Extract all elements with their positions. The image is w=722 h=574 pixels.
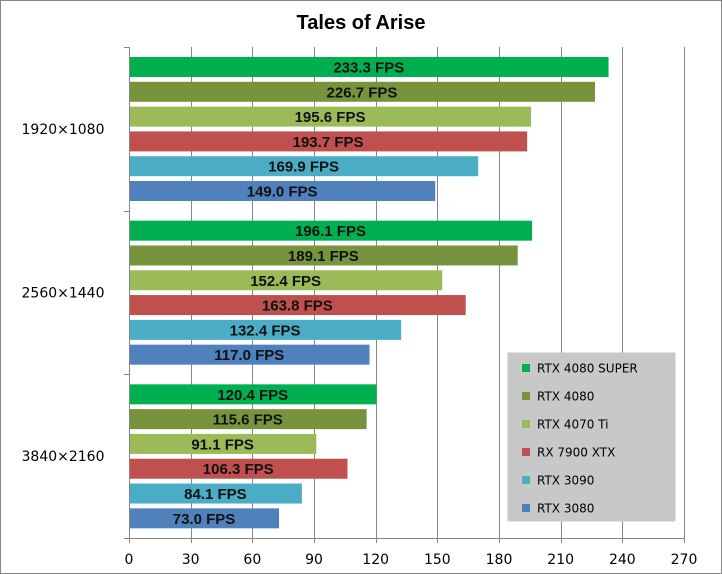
x-tick-label: 270 <box>671 552 698 568</box>
bar-data-label: 226.7 FPS <box>327 84 398 101</box>
bar-data-label: 120.4 FPS <box>217 387 288 404</box>
bar <box>130 319 402 340</box>
bar <box>130 220 533 241</box>
bar-data-label: 84.1 FPS <box>184 486 247 503</box>
bar-data-label: 149.0 FPS <box>247 184 318 201</box>
bar-data-label: 132.4 FPS <box>230 322 301 339</box>
x-tick-label: 30 <box>182 552 200 568</box>
x-tick-label: 60 <box>243 552 261 568</box>
bar-data-label: 169.9 FPS <box>268 159 339 176</box>
bar <box>130 106 532 127</box>
bar-data-label: 233.3 FPS <box>333 60 404 77</box>
bar <box>130 156 479 177</box>
category-label: 1920×1080 <box>22 122 105 138</box>
legend-box <box>507 352 676 522</box>
bar <box>130 245 518 266</box>
legend-entry: RTX 3090 <box>537 474 594 488</box>
legend-swatch <box>522 364 530 372</box>
legend-swatch <box>522 420 530 428</box>
legend-swatch <box>522 448 530 456</box>
legend-swatch <box>522 392 530 400</box>
bar <box>130 483 302 504</box>
bar <box>130 409 367 430</box>
legend-entry: RTX 4070 Ti <box>537 418 608 432</box>
category-label: 3840×2160 <box>22 449 105 465</box>
x-tick-label: 120 <box>362 552 389 568</box>
bar <box>130 270 443 291</box>
x-tick-label: 210 <box>547 552 574 568</box>
category-label: 2560×1440 <box>22 286 105 302</box>
chart-title: Tales of Arise <box>296 12 426 34</box>
bar <box>130 181 436 201</box>
bar <box>130 433 317 454</box>
legend-entry: RTX 3080 <box>537 502 594 516</box>
legend-entry: RTX 4080 SUPER <box>537 362 638 376</box>
bar <box>130 295 466 316</box>
bar <box>130 384 377 405</box>
bar-data-label: 163.8 FPS <box>262 298 333 315</box>
bar-data-label: 152.4 FPS <box>250 273 321 290</box>
bar-data-label: 106.3 FPS <box>203 461 274 478</box>
x-tick-label: 0 <box>125 552 134 568</box>
legend-swatch <box>522 476 530 484</box>
bar <box>130 131 528 152</box>
bar-data-label: 73.0 FPS <box>173 511 236 528</box>
bar-data-label: 117.0 FPS <box>214 347 284 364</box>
bar <box>130 344 370 365</box>
x-tick-label: 240 <box>609 552 636 568</box>
x-tick-label: 90 <box>305 552 323 568</box>
bar <box>130 458 348 479</box>
x-tick-label: 150 <box>424 552 451 568</box>
bar <box>130 81 595 102</box>
x-tick-label: 180 <box>486 552 513 568</box>
bar-data-label: 195.6 FPS <box>295 109 366 126</box>
bar-data-label: 193.7 FPS <box>293 134 364 151</box>
bar-data-label: 115.6 FPS <box>213 412 283 429</box>
bar-data-label: 196.1 FPS <box>295 223 366 240</box>
legend-swatch <box>522 504 530 512</box>
bar <box>130 57 609 77</box>
bar-data-label: 189.1 FPS <box>288 248 359 265</box>
legend-entry: RX 7900 XTX <box>537 446 615 460</box>
bar <box>130 508 280 529</box>
bar-data-label: 91.1 FPS <box>191 436 254 453</box>
legend-entry: RTX 4080 <box>537 390 594 404</box>
